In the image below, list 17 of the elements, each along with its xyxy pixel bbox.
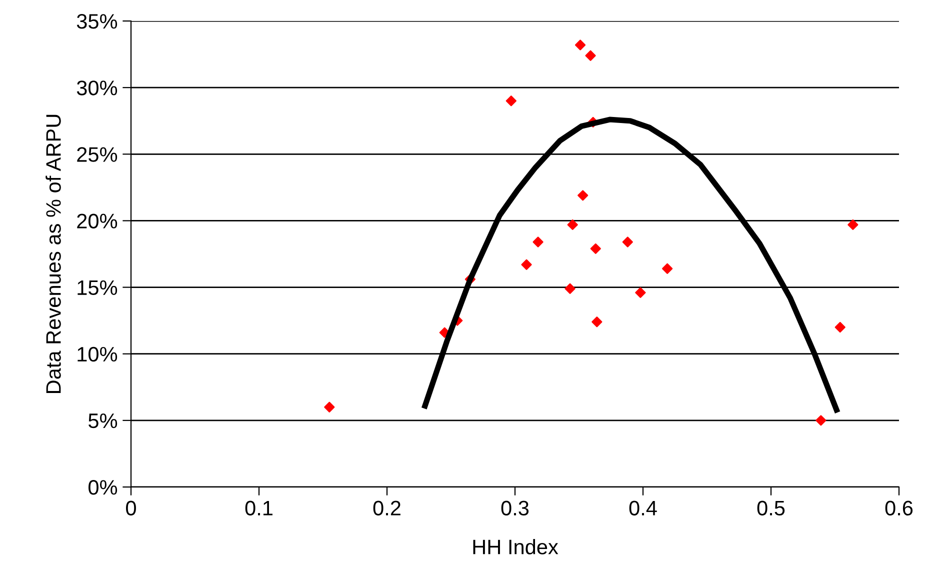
x-tick-label: 0.2	[373, 500, 400, 516]
x-axis-title: HH Index	[473, 539, 558, 554]
y-tick-label: 25%	[77, 147, 118, 162]
x-tick-label: 0.5	[757, 500, 785, 516]
x-tick-label: 0.1	[245, 500, 272, 516]
y-tick-label: 20%	[77, 214, 118, 228]
y-tick-label: 0%	[88, 480, 118, 495]
x-tick-label: 0	[126, 500, 136, 516]
x-tick-label: 0.3	[501, 500, 529, 516]
x-tick-label: 0.6	[885, 500, 913, 516]
y-tick-label: 5%	[88, 414, 118, 428]
y-axis-title: Data Revenues as % of ARPU	[46, 114, 61, 393]
y-tick-label: 35%	[76, 14, 118, 29]
x-tick-label: 0.4	[629, 500, 657, 516]
y-tick-label: 10%	[78, 346, 118, 362]
y-tick-label: 30%	[76, 80, 118, 96]
y-tick-label: 15%	[78, 280, 118, 296]
